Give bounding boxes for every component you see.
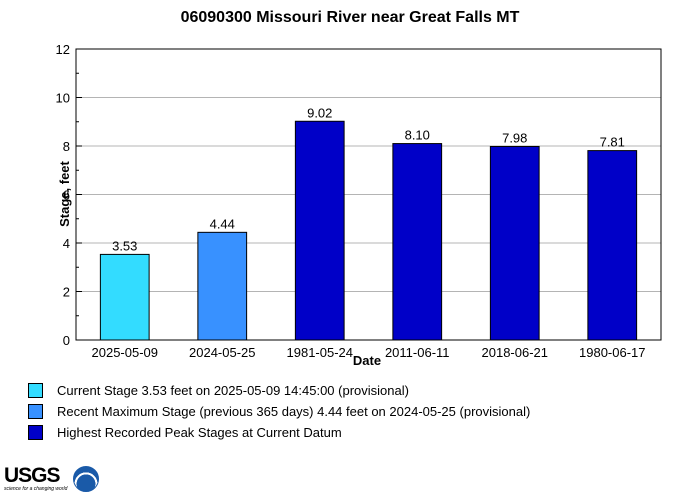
agency-logos: USGS science for a changing world — [4, 464, 100, 492]
usgs-logo: USGS science for a changing world — [4, 464, 68, 492]
y-tick-label: 6 — [63, 188, 70, 203]
bar-2025-05-09 — [99, 253, 150, 341]
x-tick-label: 2025-05-09 — [92, 345, 159, 360]
usgs-tagline: science for a changing world — [4, 486, 68, 492]
x-tick-label: 2018-06-21 — [482, 345, 549, 360]
gridlines — [76, 97, 661, 292]
bar-2024-05-25 — [197, 231, 248, 341]
legend-label-current: Current Stage 3.53 feet on 2025-05-09 14… — [57, 382, 409, 398]
bars-group: 3.53 4.44 9.02 8.10 7.98 7.81 — [99, 105, 638, 341]
y-tick-label: 8 — [63, 139, 70, 154]
legend-item-peak: Highest Recorded Peak Stages at Current … — [28, 422, 530, 442]
x-axis-label: Date — [353, 353, 381, 368]
x-tick-label: 1980-06-17 — [579, 345, 646, 360]
y-tick-label: 4 — [63, 236, 70, 251]
chart-title: 06090300 Missouri River near Great Falls… — [181, 9, 520, 26]
legend-label-peak: Highest Recorded Peak Stages at Current … — [57, 424, 342, 440]
x-tick-label: 1981-05-24 — [287, 345, 354, 360]
x-tick-label: 2011-06-11 — [385, 345, 450, 360]
plot-frame — [75, 48, 662, 341]
y-axis-label: Stage, feet — [57, 160, 72, 226]
legend: Current Stage 3.53 feet on 2025-05-09 14… — [28, 380, 530, 443]
legend-label-recent: Recent Maximum Stage (previous 365 days)… — [57, 403, 531, 419]
legend-swatch-peak — [28, 424, 43, 440]
bar-value-label: 3.53 — [112, 238, 137, 253]
bar-1981-05-24 — [294, 120, 345, 341]
x-axis: 2025-05-09 2024-05-25 1981-05-24 2011-06-11… — [92, 345, 646, 360]
bar-value-label: 9.02 — [307, 105, 332, 120]
y-tick-label: 12 — [56, 42, 70, 57]
legend-swatch-recent — [28, 403, 43, 419]
bar-1980-06-17 — [587, 150, 638, 341]
stage-bar-chart: 06090300 Missouri River near Great Falls… — [56, 9, 662, 368]
legend-item-current: Current Stage 3.53 feet on 2025-05-09 14… — [28, 380, 530, 400]
bar-value-label: 7.81 — [600, 135, 625, 150]
bar-2011-06-11 — [392, 143, 443, 341]
legend-item-recent: Recent Maximum Stage (previous 365 days)… — [28, 401, 530, 421]
y-tick-label: 10 — [56, 91, 70, 106]
bar-value-label: 4.44 — [210, 216, 235, 231]
y-axis: 0 2 4 6 8 10 12 — [56, 42, 82, 348]
legend-swatch-current — [28, 382, 43, 398]
bar-value-label: 7.98 — [502, 130, 527, 145]
y-tick-label: 0 — [63, 333, 70, 348]
x-tick-label: 2024-05-25 — [189, 345, 256, 360]
noaa-logo-icon — [73, 466, 100, 492]
bar-2018-06-21 — [489, 145, 540, 341]
usgs-wordmark: USGS — [4, 464, 61, 487]
y-tick-label: 2 — [63, 285, 70, 300]
bar-value-label: 8.10 — [405, 128, 430, 143]
